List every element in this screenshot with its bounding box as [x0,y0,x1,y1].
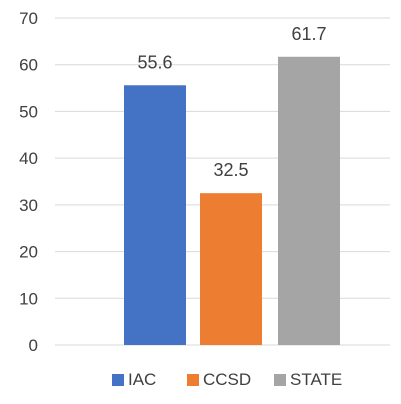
y-tick-label: 20 [19,243,38,262]
legend-swatch-iac [112,374,124,386]
y-tick-label: 10 [19,289,38,308]
y-tick-label: 50 [19,102,38,121]
bar-ccsd [200,193,262,345]
y-tick-label: 60 [19,56,38,75]
bar-state [278,56,340,345]
legend-swatch-ccsd [187,374,199,386]
y-tick-label: 70 [19,9,38,28]
legend-label-state: STATE [290,370,342,389]
data-label-iac: 55.6 [137,52,172,72]
bar-iac [124,85,186,346]
legend: IAC CCSD STATE [112,370,342,389]
legend-label-ccsd: CCSD [203,370,251,389]
y-tick-label: 30 [19,196,38,215]
data-labels: 55.6 32.5 61.7 [137,24,326,180]
data-label-state: 61.7 [291,24,326,44]
legend-label-iac: IAC [128,370,156,389]
data-label-ccsd: 32.5 [213,160,248,180]
y-axis-tick-labels: 0 10 20 30 40 50 60 70 [19,9,38,355]
bars [124,56,340,346]
legend-swatch-state [274,374,286,386]
y-tick-label: 40 [19,149,38,168]
y-tick-label: 0 [29,336,38,355]
